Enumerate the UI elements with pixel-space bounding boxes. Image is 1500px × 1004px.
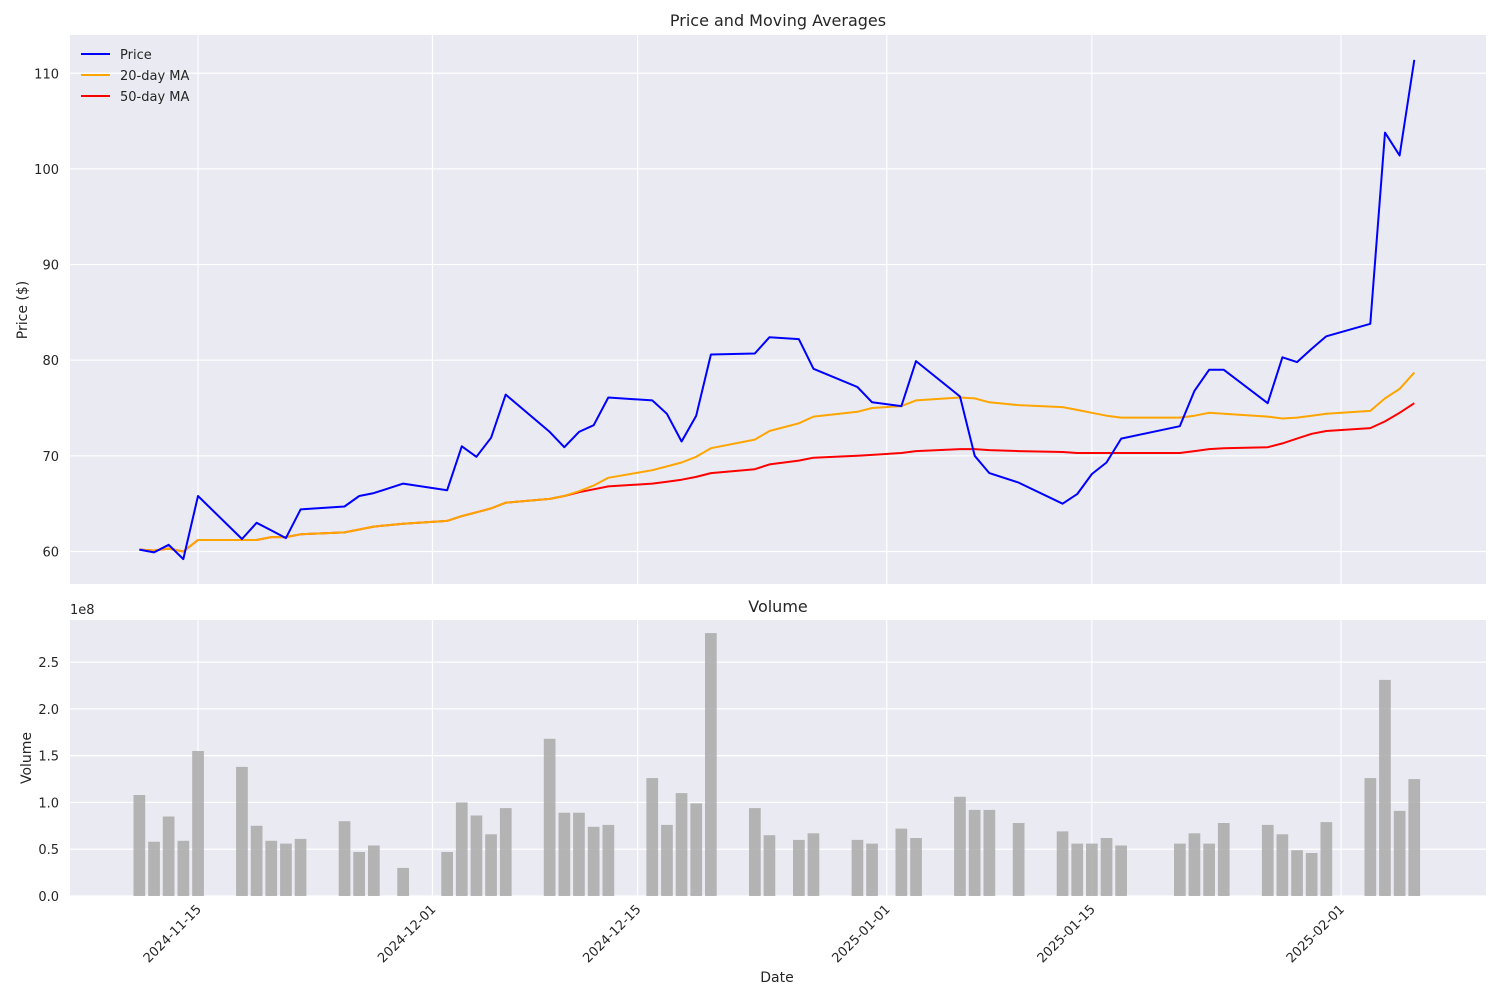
volume-bar — [338, 821, 351, 896]
legend-label-ma50: 50-day MA — [120, 90, 189, 105]
price-y-axis-label: Price ($) — [15, 281, 31, 339]
volume-bar — [1379, 679, 1391, 896]
volume-bar — [133, 795, 146, 896]
volume-bar — [397, 867, 409, 896]
price-y-tick-label: 70 — [42, 450, 59, 465]
volume-bar — [1276, 834, 1289, 896]
volume-bar — [851, 839, 864, 896]
volume-bar — [1071, 843, 1084, 896]
volume-bar — [675, 793, 688, 896]
price-y-tick-label: 80 — [42, 354, 59, 369]
volume-bar — [983, 809, 996, 896]
volume-bar — [793, 839, 805, 896]
volume-bar — [646, 778, 659, 896]
price-chart-title: Price and Moving Averages — [670, 11, 886, 30]
volume-bar — [192, 751, 204, 896]
volume-bar — [705, 633, 717, 896]
volume-bar — [1115, 845, 1127, 896]
volume-bar — [1188, 833, 1201, 896]
volume-bar — [250, 825, 263, 896]
price-y-tick-label: 90 — [42, 259, 59, 274]
volume-y-axis-label: Volume — [19, 732, 35, 784]
volume-bar — [910, 838, 922, 896]
price-plot-area — [70, 35, 1486, 584]
legend-label-price: Price — [120, 48, 152, 63]
volume-bar — [368, 845, 380, 896]
volume-bar — [265, 840, 278, 896]
volume-bar — [1364, 778, 1377, 896]
volume-bar — [177, 840, 190, 896]
volume-bar — [1012, 823, 1025, 896]
price-y-tick-label: 60 — [42, 545, 59, 560]
volume-y-tick-labels: 0.0 0.5 1.0 1.5 2.0 2.5 — [38, 656, 59, 905]
volume-y-tick-label: 2.0 — [38, 703, 59, 718]
volume-bars — [133, 633, 1421, 896]
volume-bar — [1393, 810, 1406, 896]
volume-bar — [1291, 850, 1303, 896]
volume-bar — [587, 826, 600, 896]
legend: Price 20-day MA 50-day MA — [81, 48, 189, 105]
volume-bar — [807, 833, 820, 896]
volume-bar — [543, 738, 556, 896]
volume-bar — [236, 766, 248, 896]
x-axis-label: Date — [760, 970, 793, 986]
price-line — [139, 59, 1416, 561]
volume-bar — [455, 802, 468, 896]
volume-bar — [573, 812, 585, 896]
volume-bar — [1320, 822, 1333, 896]
volume-bar — [763, 835, 776, 896]
price-series-lines — [139, 59, 1416, 561]
volume-bar — [1203, 843, 1215, 896]
volume-bar — [499, 808, 512, 896]
volume-chart-title: Volume — [748, 597, 808, 616]
volume-y-tick-label: 1.5 — [38, 750, 59, 765]
volume-bar — [1408, 779, 1421, 896]
volume-bar — [1056, 831, 1069, 896]
volume-bar — [294, 838, 307, 896]
volume-offset-text: 1e8 — [70, 603, 95, 618]
volume-y-tick-label: 2.5 — [38, 656, 59, 671]
price-y-tick-labels: 60 70 80 90 100 110 — [34, 67, 59, 560]
price-y-tick-label: 100 — [34, 163, 59, 178]
volume-y-tick-label: 0.0 — [38, 890, 59, 905]
volume-bar — [558, 812, 571, 896]
volume-bar — [968, 809, 981, 896]
price-y-tick-label: 110 — [34, 67, 59, 82]
volume-bar — [1305, 853, 1318, 896]
volume-bar — [895, 828, 908, 896]
volume-bar — [1174, 843, 1186, 896]
volume-bar — [602, 824, 615, 896]
price-gridlines — [70, 35, 1486, 584]
volume-y-tick-label: 0.5 — [38, 843, 59, 858]
volume-bar — [280, 843, 292, 896]
volume-bar — [1217, 823, 1230, 896]
volume-bar — [661, 824, 673, 896]
volume-bar — [749, 808, 761, 896]
volume-bar — [1261, 824, 1274, 896]
volume-bar — [866, 843, 878, 896]
volume-bar — [1100, 838, 1113, 896]
volume-bar — [148, 841, 160, 896]
volume-y-tick-label: 1.0 — [38, 796, 59, 811]
ma20-line — [139, 371, 1416, 553]
volume-bar — [954, 796, 966, 896]
legend-label-ma20: 20-day MA — [120, 69, 189, 84]
volume-bar — [353, 852, 365, 896]
volume-bar — [470, 815, 483, 896]
volume-bar — [1086, 843, 1098, 896]
volume-bar — [690, 803, 703, 896]
volume-bar — [485, 834, 497, 896]
volume-bar — [441, 852, 453, 896]
volume-bar — [162, 816, 175, 896]
